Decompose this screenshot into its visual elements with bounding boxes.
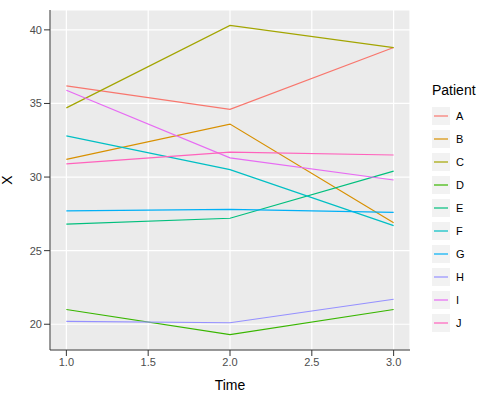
- svg-text:20: 20: [30, 318, 42, 330]
- html-text:H: H: [456, 270, 464, 283]
- svg-text:30: 30: [30, 171, 42, 183]
- svg-text:1.0: 1.0: [59, 356, 74, 368]
- html-text:C: C: [456, 155, 464, 168]
- svg-text:2.0: 2.0: [222, 356, 237, 368]
- html-text:D: D: [456, 178, 464, 191]
- html-text:F: F: [456, 224, 463, 237]
- svg-text:1.5: 1.5: [141, 356, 156, 368]
- svg-text:25: 25: [30, 245, 42, 257]
- html-text:E: E: [456, 201, 464, 214]
- svg-text:35: 35: [30, 97, 42, 109]
- svg-text:3.0: 3.0: [386, 356, 401, 368]
- svg-text:2.5: 2.5: [304, 356, 319, 368]
- html-text:A: A: [456, 109, 464, 122]
- svg-text:X: X: [8, 175, 15, 185]
- svg-text:40: 40: [30, 24, 42, 36]
- html-text:Patient: Patient: [432, 82, 476, 98]
- html-text:G: G: [456, 247, 465, 260]
- html-text:J: J: [456, 316, 462, 329]
- html-text:B: B: [456, 132, 464, 145]
- html-text:I: I: [456, 293, 460, 306]
- svg-text:Time: Time: [215, 377, 246, 393]
